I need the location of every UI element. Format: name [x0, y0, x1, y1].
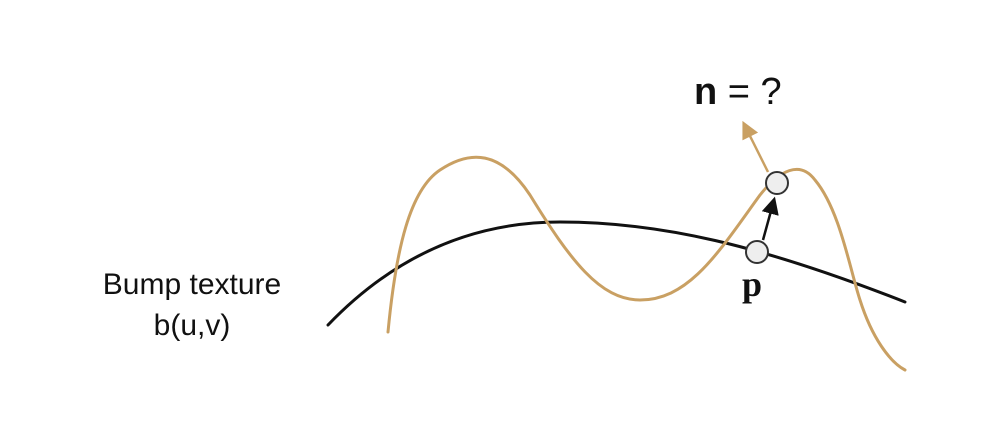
normal-label: n = ? [694, 71, 782, 113]
point-label: p [742, 264, 762, 304]
bump-curve [386, 155, 907, 372]
caption-line2: b(u,v) [154, 309, 231, 342]
caption-line1: Bump texture [103, 268, 281, 301]
surface-curve [326, 220, 907, 327]
surface-point-marker [745, 240, 769, 264]
normal-question: = ? [717, 71, 781, 113]
normal-symbol: n [694, 71, 717, 113]
displacement-arrow-icon [761, 196, 779, 241]
normal-arrow-icon [742, 120, 770, 173]
displaced-point-marker [765, 171, 789, 195]
